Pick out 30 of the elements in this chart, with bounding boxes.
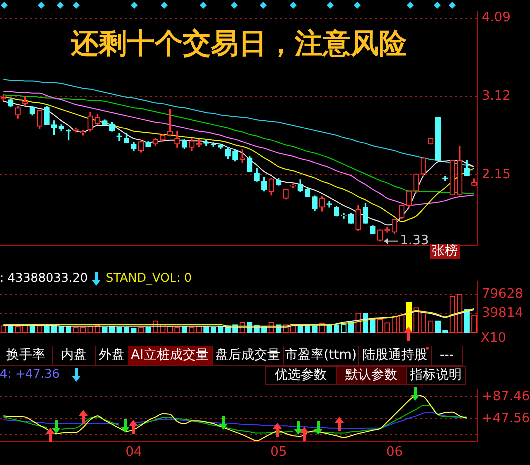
x-tick-label: 04 [126,445,142,460]
text: 指标说明 [406,366,466,385]
x-tick-label: 06 [386,445,403,460]
text: AI立桩成交量 [128,346,213,366]
bar [370,318,376,334]
annotation: STAND_VOL: 0 [106,271,192,286]
y-tick-label: 4.09 [482,10,511,26]
annotation: 张榜 [430,244,460,259]
text: 盘后成交量 [213,346,284,366]
y-tick-label: +47.56 [482,412,530,427]
annotation: 1.33 [400,234,430,249]
text: 还剩十个交易日，注意风险 [70,26,408,62]
text: 优选参数 [265,366,337,385]
text: 陆股通持股 [359,346,432,366]
y-tick-label: 79628 [482,286,524,302]
text: 市盈率(ttm) [284,346,359,366]
text: 换手率 [0,346,53,366]
x-tick-label: 05 [270,445,288,460]
text: 外盘 [96,346,129,366]
text: X10 [481,331,506,346]
text: 4: +47.36 [0,367,60,382]
y-tick-label: 39814 [482,306,524,322]
bar [435,320,441,334]
text: --- [432,346,463,366]
text: 内盘 [53,346,96,366]
annotation: : 43388033.20 [0,271,88,286]
y-tick-label: +87.46 [482,390,530,405]
y-tick-label: 2.15 [482,167,511,182]
y-tick-label: 3.12 [482,89,511,104]
text: 默认参数 [336,366,407,385]
